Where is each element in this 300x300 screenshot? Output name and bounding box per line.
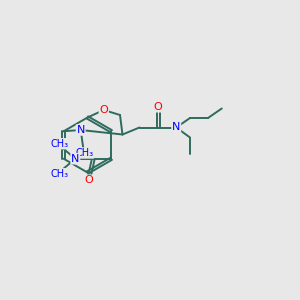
Text: CH₃: CH₃ [75,148,94,158]
Text: N: N [71,154,80,164]
Text: N: N [76,125,85,135]
Text: O: O [154,102,163,112]
Text: O: O [99,105,108,115]
Text: CH₃: CH₃ [51,169,69,179]
Text: CH₃: CH₃ [51,139,69,149]
Text: N: N [172,122,180,133]
Text: O: O [84,175,93,185]
